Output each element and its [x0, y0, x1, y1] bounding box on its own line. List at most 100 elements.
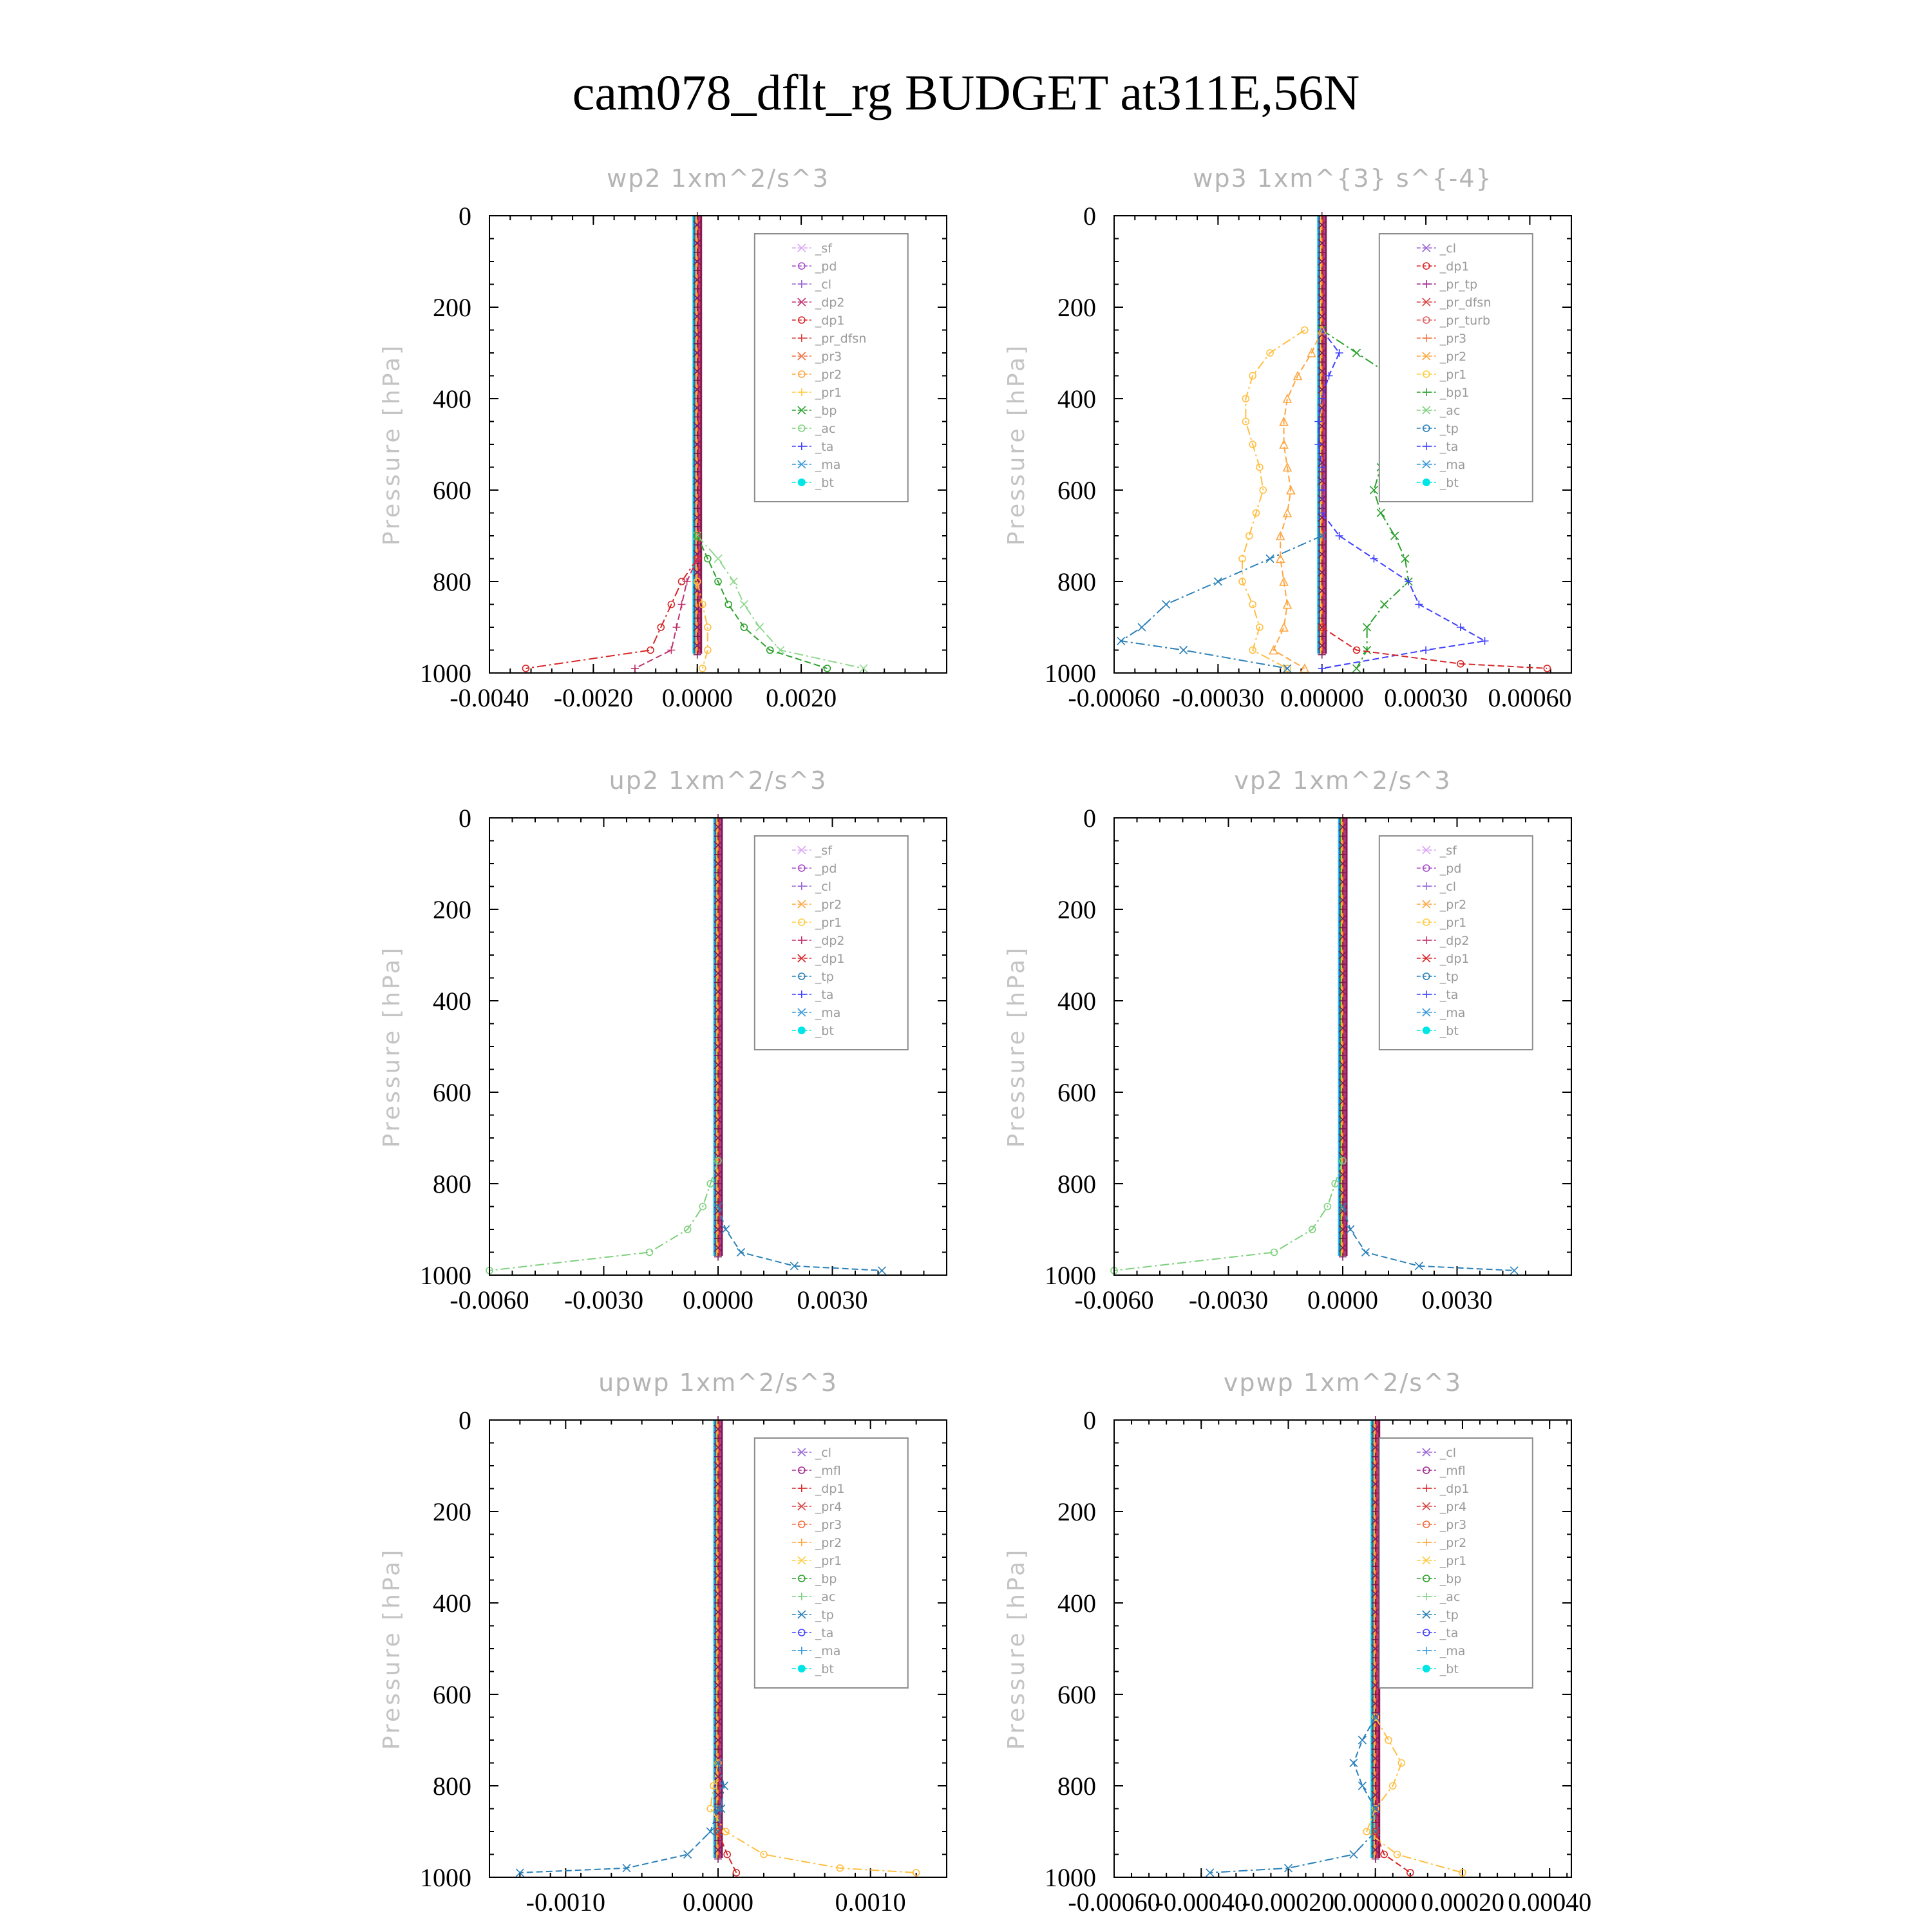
y-tick-label: 800	[433, 1772, 471, 1801]
legend-entry: _sf	[1439, 844, 1457, 858]
data-point	[1510, 1266, 1519, 1275]
legend-marker	[797, 478, 806, 486]
data-point	[714, 1759, 722, 1767]
data-point	[836, 1864, 844, 1872]
legend-entry: _pr2	[1439, 898, 1466, 912]
zero-profile-marker	[693, 586, 702, 595]
data-point	[714, 1804, 723, 1814]
data-point	[667, 646, 676, 654]
y-tick-label: 200	[433, 293, 471, 322]
legend-marker	[797, 1593, 806, 1600]
data-point	[1481, 637, 1489, 645]
data-point	[1388, 1782, 1397, 1790]
data-point	[912, 1869, 920, 1877]
zero-profile-marker	[714, 905, 722, 913]
zero-profile-marker	[693, 440, 702, 449]
legend-entry: _sf	[815, 242, 833, 256]
legend-marker	[797, 936, 806, 944]
y-tick-label: 1000	[420, 1261, 471, 1290]
zero-profile-marker	[1318, 513, 1327, 522]
data-point	[1352, 664, 1361, 673]
data-point	[1301, 326, 1309, 334]
zero-profile-marker	[1318, 549, 1327, 558]
legend-entry: _bt	[1439, 476, 1459, 490]
legend-entry: _ma	[815, 1006, 841, 1020]
legend-marker	[797, 990, 806, 998]
legend-entry: _ta	[1439, 1626, 1459, 1640]
legend-box	[1378, 233, 1533, 502]
legend-entry: _bt	[1439, 1662, 1459, 1676]
data-point	[736, 1247, 746, 1257]
zero-profile-marker	[1318, 559, 1326, 567]
zero-profile-marker	[1371, 1589, 1380, 1598]
zero-profile-marker	[714, 1097, 723, 1106]
legend-marker	[798, 918, 806, 926]
y-tick-label: 1000	[1045, 659, 1096, 688]
y-tick-label: 200	[1057, 895, 1096, 924]
data-point	[1242, 395, 1250, 402]
legend-marker	[797, 1556, 806, 1565]
zero-profile-marker	[1371, 1434, 1379, 1443]
y-tick-label: 200	[433, 1497, 471, 1526]
zero-profile-marker	[693, 468, 701, 476]
zero-profile-marker	[714, 1024, 723, 1033]
legend-entry: _pr4	[1439, 1500, 1466, 1514]
legend-entry: _dp1	[1439, 260, 1470, 274]
legend-entry: _cl	[815, 880, 831, 894]
zero-profile-marker	[1371, 1763, 1379, 1772]
data-point	[698, 600, 706, 609]
data-point	[1346, 1225, 1355, 1234]
y-tick-label: 0	[459, 1406, 471, 1435]
data-point	[677, 600, 686, 609]
zero-profile-marker	[714, 1489, 722, 1497]
series-line	[634, 558, 698, 669]
legend-entry: _dp1	[815, 314, 845, 328]
zero-profile-marker	[1339, 1235, 1347, 1243]
zero-profile-marker	[714, 1452, 722, 1461]
data-point	[1282, 393, 1293, 403]
series-line	[1342, 1206, 1515, 1271]
zero-profile-marker	[693, 358, 701, 366]
zero-profile-marker	[714, 1535, 723, 1544]
zero-profile-marker	[714, 1088, 722, 1096]
legend-entry: _pd	[815, 862, 837, 876]
y-tick-label: 600	[433, 476, 471, 505]
zero-profile-marker	[714, 1654, 722, 1662]
zero-profile-marker	[1339, 887, 1347, 895]
data-point	[1422, 646, 1430, 654]
legend-marker	[1423, 864, 1430, 872]
legend-entry: _pr1	[815, 1554, 842, 1568]
zero-profile-marker	[1318, 285, 1326, 293]
zero-profile-marker	[693, 495, 702, 504]
data-point	[1279, 439, 1289, 449]
zero-profile-marker	[1338, 822, 1347, 831]
legend-marker	[1422, 936, 1430, 944]
legend-marker	[1422, 1665, 1430, 1672]
zero-profile-marker	[1318, 641, 1327, 650]
legend-marker	[798, 1575, 806, 1582]
x-tick-label: -0.00060	[1068, 1888, 1160, 1917]
legend-marker	[1422, 846, 1431, 855]
data-point	[1543, 665, 1551, 672]
legend-entry: _pd	[815, 260, 837, 274]
zero-profile-marker	[714, 1180, 722, 1188]
zero-profile-marker	[1371, 1553, 1380, 1562]
legend-entry: _ma	[815, 458, 841, 472]
legend-entry: _pr2	[1439, 350, 1466, 364]
zero-profile-marker	[714, 1553, 723, 1562]
x-tick-label: 0.0020	[766, 683, 837, 712]
x-tick-label: 0.00030	[1384, 683, 1468, 712]
zero-profile-marker	[693, 458, 702, 467]
zero-profile-marker	[714, 877, 723, 886]
y-tick-label: 1000	[1045, 1261, 1096, 1290]
zero-profile-marker	[714, 1837, 722, 1845]
zero-profile-marker	[714, 1042, 723, 1051]
data-point	[645, 1248, 654, 1256]
data-point	[1318, 486, 1326, 494]
legend-entry: _cl	[815, 1446, 831, 1460]
series-line	[710, 1763, 916, 1873]
series-line	[696, 581, 708, 669]
y-tick-label: 200	[1057, 293, 1096, 322]
zero-profile-marker	[1371, 1681, 1380, 1690]
